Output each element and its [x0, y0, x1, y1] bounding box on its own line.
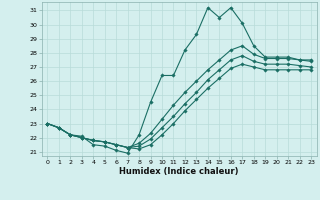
X-axis label: Humidex (Indice chaleur): Humidex (Indice chaleur) [119, 167, 239, 176]
